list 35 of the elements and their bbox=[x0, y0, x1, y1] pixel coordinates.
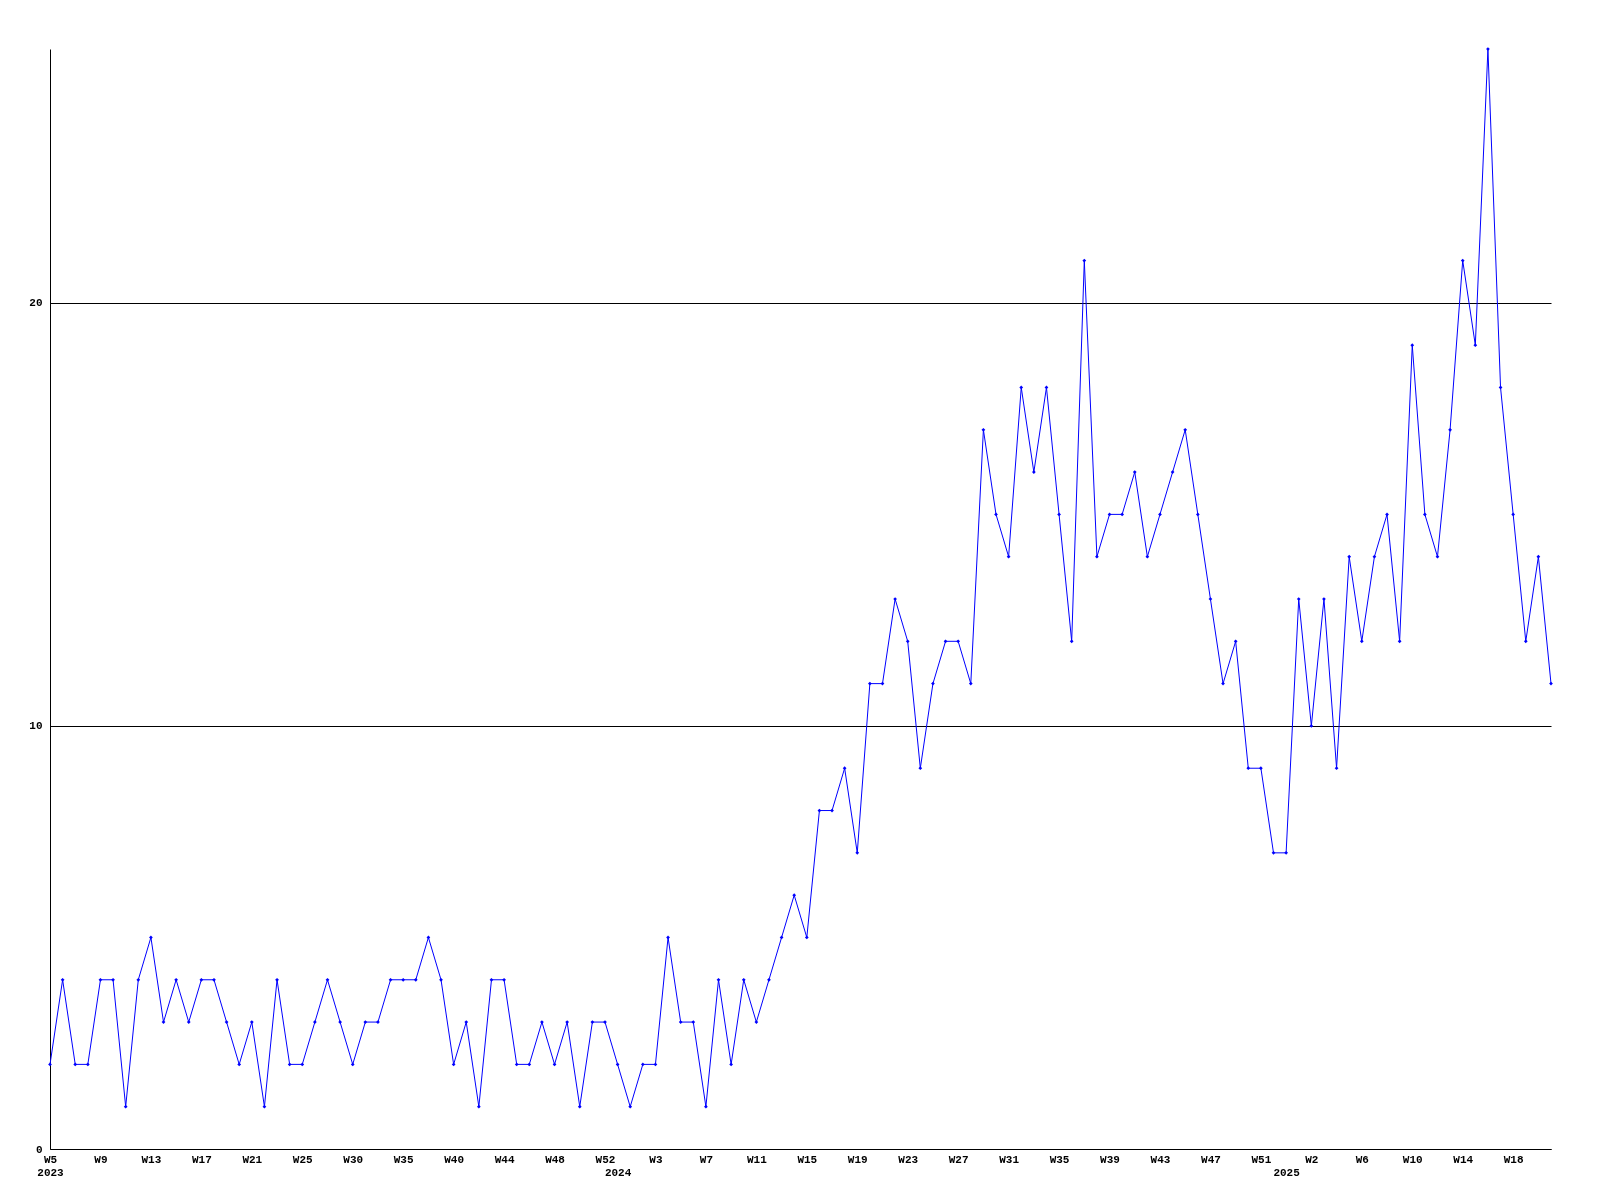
x-tick-label: W6 bbox=[1355, 1153, 1369, 1166]
x-tick-label: W43 bbox=[1150, 1153, 1171, 1166]
x-tick-label: W3 bbox=[649, 1153, 663, 1166]
x-tick-label: W10 bbox=[1402, 1153, 1423, 1166]
x-tick-label: 2025 bbox=[1273, 1166, 1301, 1179]
x-tick-label: W13 bbox=[141, 1153, 162, 1166]
x-tick-label: W51 bbox=[1251, 1153, 1272, 1166]
x-tick-label: W40 bbox=[444, 1153, 465, 1166]
x-tick-label: W35 bbox=[1049, 1153, 1070, 1166]
x-tick-label: W5 2023 bbox=[37, 1153, 65, 1179]
x-tick-label: W21 bbox=[242, 1153, 263, 1166]
x-tick-label: W52 bbox=[595, 1153, 616, 1166]
x-tick-label: W39 bbox=[1100, 1153, 1120, 1166]
x-tick-label: 2024 bbox=[604, 1166, 632, 1179]
x-tick-label: W7 bbox=[699, 1153, 713, 1166]
x-tick-label: W17 bbox=[191, 1153, 212, 1166]
y-tick-label: 0 bbox=[35, 1143, 43, 1156]
x-tick-label: W35 bbox=[393, 1153, 414, 1166]
x-tick-label: W25 bbox=[292, 1153, 314, 1166]
y-tick-label: 20 bbox=[29, 297, 43, 310]
x-tick-label: W19 bbox=[847, 1153, 868, 1166]
x-tick-label: W9 bbox=[94, 1153, 108, 1166]
x-tick-label: W30 bbox=[343, 1153, 364, 1166]
x-tick-label: W47 bbox=[1201, 1153, 1221, 1166]
x-tick-label: W44 bbox=[494, 1153, 515, 1166]
x-tick-label: W48 bbox=[545, 1153, 566, 1166]
x-tick-label: W31 bbox=[999, 1153, 1020, 1166]
x-tick-label: W27 bbox=[948, 1153, 969, 1166]
x-tick-label: W14 bbox=[1453, 1153, 1474, 1166]
x-tick-label: W23 bbox=[898, 1153, 919, 1166]
x-tick-label: W15 bbox=[797, 1153, 818, 1166]
x-tick-label: W2 bbox=[1305, 1153, 1319, 1166]
x-tick-label: W11 bbox=[746, 1153, 768, 1166]
x-tick-label: W18 bbox=[1503, 1153, 1524, 1166]
y-tick-label: 10 bbox=[29, 720, 43, 733]
